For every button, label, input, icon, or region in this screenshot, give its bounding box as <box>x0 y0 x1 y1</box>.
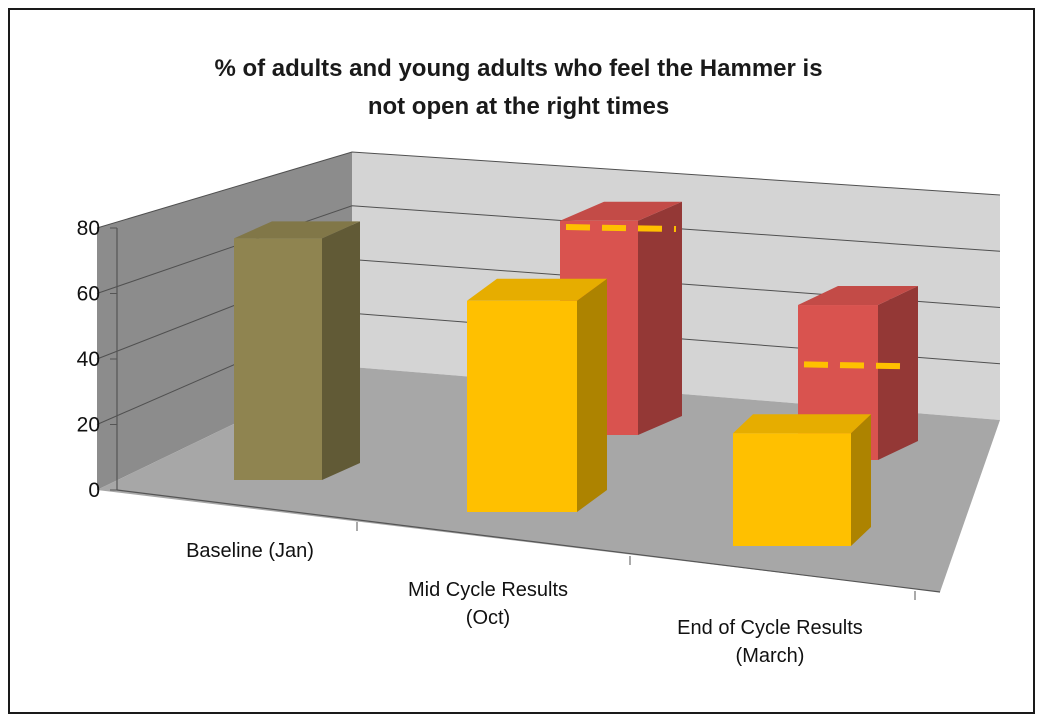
category-label: (Oct) <box>466 607 510 629</box>
gridline-60 <box>96 205 1001 294</box>
chart-title: % of adults and young adults who feel th… <box>10 50 1027 126</box>
bar-front-0 <box>234 238 322 480</box>
category-label: Baseline (Jan) <box>186 540 314 562</box>
bar-front-1 <box>467 300 577 512</box>
bar-front-1-top <box>467 278 607 301</box>
y-ticks: 0 20 40 60 80 <box>77 217 117 502</box>
bar-front-1-side <box>577 278 607 512</box>
y-tick-label: 20 <box>77 414 100 437</box>
bar-front-0-top <box>234 221 360 239</box>
y-tick-label: 60 <box>77 283 100 306</box>
category-label: Mid Cycle Results <box>408 579 568 601</box>
bar-front-2-top <box>733 414 871 434</box>
bar-front-2-side <box>851 414 871 546</box>
bar-front-2 <box>733 433 851 546</box>
target-marker-1 <box>565 224 677 233</box>
gridline-80 <box>96 151 1001 229</box>
category-label: End of Cycle Results <box>677 617 863 639</box>
y-tick-label: 0 <box>88 479 100 502</box>
chart-title-line-1: % of adults and young adults who feel th… <box>214 55 823 82</box>
category-labels: Baseline (Jan) Mid Cycle Results (Oct) End … <box>186 522 916 667</box>
x-axis-line <box>116 489 941 593</box>
bar-back-2-top <box>798 286 918 306</box>
chart-title-line-2: not open at the right times <box>367 93 670 120</box>
bar-back-1-side <box>638 201 682 435</box>
category-label: (March) <box>736 645 805 667</box>
bars <box>234 201 918 546</box>
bar-back-1-top <box>560 201 682 221</box>
target-marker-2 <box>803 361 913 370</box>
bar-front-0-side <box>322 221 360 480</box>
bar-back-2-side <box>878 286 918 460</box>
y-tick-label: 40 <box>77 348 100 371</box>
y-tick-label: 80 <box>77 217 100 240</box>
